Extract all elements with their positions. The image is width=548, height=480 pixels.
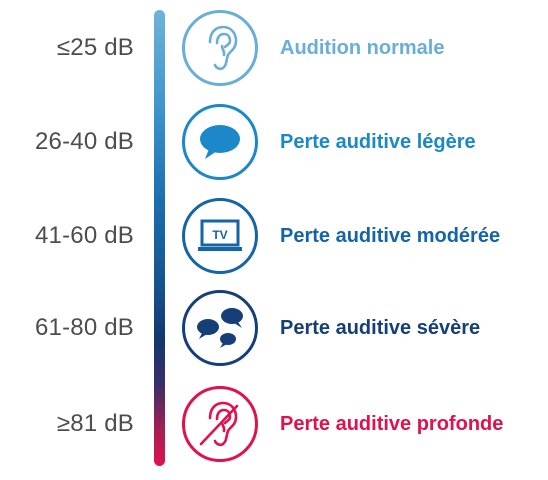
crossed-ear-icon <box>182 386 258 462</box>
level-label: Audition normale <box>280 36 445 59</box>
ear-icon <box>182 10 258 86</box>
level-label: Perte auditive profonde <box>280 412 504 435</box>
level-row-moderate: 41-60 dB TV Perte auditive modérée <box>0 190 548 282</box>
db-range-label: ≥81 dB <box>56 410 134 437</box>
tv-icon: TV <box>182 198 258 274</box>
db-range-label: 26-40 dB <box>34 128 134 155</box>
tv-icon-text: TV <box>212 228 227 242</box>
level-row-profound: ≥81 dB Perte auditive profonde <box>0 378 548 470</box>
level-label: Perte auditive modérée <box>280 224 501 247</box>
db-range-label: ≤25 dB <box>56 34 134 61</box>
level-row-mild: 26-40 dB Perte auditive légère <box>0 96 548 188</box>
level-row-severe: 61-80 dB Perte auditive sévère <box>0 282 548 374</box>
db-range-label: 61-80 dB <box>34 314 134 341</box>
speech-bubble-icon <box>182 104 258 180</box>
level-label: Perte auditive sévère <box>280 316 481 339</box>
multiple-speech-bubbles-icon <box>182 290 258 366</box>
gradient-scale-bar <box>154 10 165 466</box>
db-range-label: 41-60 dB <box>34 222 134 249</box>
level-label: Perte auditive légère <box>280 130 476 153</box>
level-row-normal: ≤25 dB Audition normale <box>0 2 548 94</box>
